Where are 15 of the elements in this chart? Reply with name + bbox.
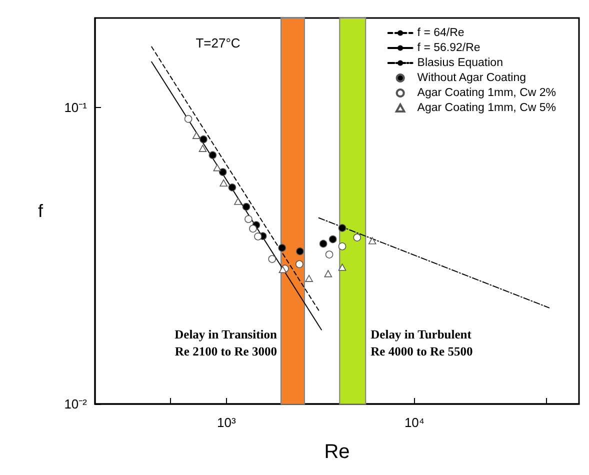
band-label: Delay in Transition Re 2100 to Re 3000	[174, 328, 277, 358]
legend-label: f = 64/Re	[417, 27, 464, 39]
y-axis-title: f	[38, 201, 44, 221]
x-tick-label: 10⁴	[404, 415, 424, 430]
legend-label: Agar Coating 1mm, Cw 2%	[417, 87, 556, 99]
band-label: Delay in Turbulent Re 4000 to Re 5500	[370, 328, 473, 358]
x-tick-label: 10³	[217, 415, 236, 430]
y-tick-label: 10⁻¹	[64, 100, 88, 115]
x-axis-title: Re	[324, 441, 350, 463]
legend-label: Blasius Equation	[417, 57, 503, 69]
y-tick-label: 10⁻²	[64, 396, 88, 412]
legend-label: f = 56.92/Re	[417, 42, 480, 54]
annotation: T=27°C	[196, 36, 240, 50]
legend-label: Without Agar Coating	[417, 72, 526, 84]
legend-label: Agar Coating 1mm, Cw 5%	[417, 102, 556, 114]
